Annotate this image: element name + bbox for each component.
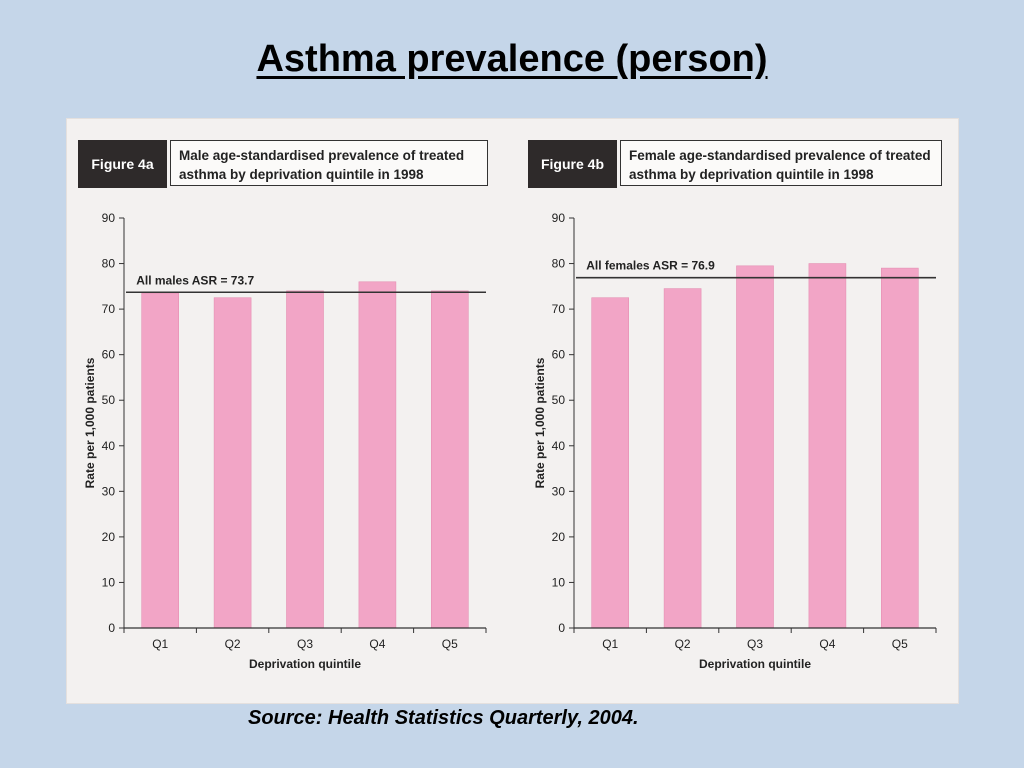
figure-4b-caption-line2: asthma by deprivation quintile in 1998 — [629, 167, 874, 182]
y-tick-label: 30 — [552, 484, 566, 498]
y-tick-label: 60 — [102, 348, 116, 362]
source-citation: Source: Health Statistics Quarterly, 200… — [248, 707, 639, 729]
y-tick-label: 20 — [102, 530, 116, 544]
asr-reference-label: All females ASR = 76.9 — [586, 259, 715, 273]
bar-q1 — [591, 297, 629, 629]
asr-reference-label: All males ASR = 73.7 — [136, 273, 254, 287]
y-tick-label: 40 — [102, 439, 116, 453]
y-axis-title: Rate per 1,000 patients — [533, 357, 547, 488]
bar-q5 — [880, 267, 919, 629]
y-tick-label: 40 — [552, 439, 566, 453]
y-tick-label: 20 — [552, 530, 566, 544]
y-tick-label: 90 — [552, 211, 566, 225]
figure-4a-chart: 0 10 20 30 40 50 60 70 80 90 Q1 Q2 Q3 Q4 Q5 Deprivation… — [83, 211, 487, 671]
figure-4a-caption-line1: Male age-standardised prevalence of trea… — [179, 148, 465, 163]
x-tick-label: Q1 — [602, 637, 618, 651]
x-tick-label: Q4 — [369, 637, 385, 651]
bar-q3 — [286, 290, 324, 629]
y-tick-label: 70 — [552, 302, 566, 316]
x-tick-label: Q5 — [892, 637, 908, 651]
figure-4b-caption: Female age-standardised prevalence of tr… — [620, 140, 942, 186]
figure-4a-label: Figure 4a — [78, 140, 167, 188]
y-tick-label: 60 — [552, 348, 566, 362]
y-axis-title: Rate per 1,000 patients — [83, 357, 97, 488]
x-tick-label: Q3 — [297, 637, 313, 651]
y-tick-label: 80 — [552, 257, 566, 271]
figure-4a-panel: Figure 4a Male age-standardised prevalen… — [72, 138, 502, 694]
bar-q1 — [141, 292, 179, 629]
bar-q3 — [736, 265, 774, 629]
x-tick-label: Q2 — [675, 637, 691, 651]
x-tick-label: Q2 — [225, 637, 241, 651]
x-tick-label: Q3 — [747, 637, 763, 651]
y-tick-label: 10 — [552, 575, 566, 589]
scanned-figures: Figure 4a Male age-standardised prevalen… — [66, 118, 959, 704]
figure-4a-caption: Male age-standardised prevalence of trea… — [170, 140, 488, 186]
slide-title: Asthma prevalence (person) — [256, 38, 768, 80]
figure-4b-panel: Figure 4b Female age-standardised preval… — [522, 138, 952, 694]
bar-q4 — [808, 263, 847, 629]
y-tick-label: 0 — [108, 621, 115, 635]
x-tick-label: Q5 — [442, 637, 458, 651]
y-tick-label: 50 — [552, 393, 566, 407]
y-tick-label: 70 — [102, 302, 116, 316]
bar-q2 — [213, 297, 252, 629]
bar-q2 — [663, 288, 702, 629]
y-tick-label: 80 — [102, 257, 116, 271]
x-axis-title: Deprivation quintile — [699, 657, 811, 671]
y-tick-label: 30 — [102, 484, 116, 498]
figure-4b-label: Figure 4b — [528, 140, 617, 188]
y-tick-label: 50 — [102, 393, 116, 407]
figure-4a-caption-line2: asthma by deprivation quintile in 1998 — [179, 167, 424, 182]
x-tick-label: Q1 — [152, 637, 168, 651]
y-tick-label: 10 — [102, 575, 116, 589]
bar-q4 — [358, 281, 397, 629]
y-tick-label: 0 — [558, 621, 565, 635]
bar-q5 — [430, 290, 469, 629]
x-tick-label: Q4 — [819, 637, 835, 651]
figure-4b-caption-line1: Female age-standardised prevalence of tr… — [629, 148, 931, 163]
x-axis-title: Deprivation quintile — [249, 657, 361, 671]
y-tick-label: 90 — [102, 211, 116, 225]
figure-4b-chart: 0 10 20 30 40 50 60 70 80 90 Q1 Q2 Q3 Q4 Q5 Deprivation… — [533, 211, 937, 671]
